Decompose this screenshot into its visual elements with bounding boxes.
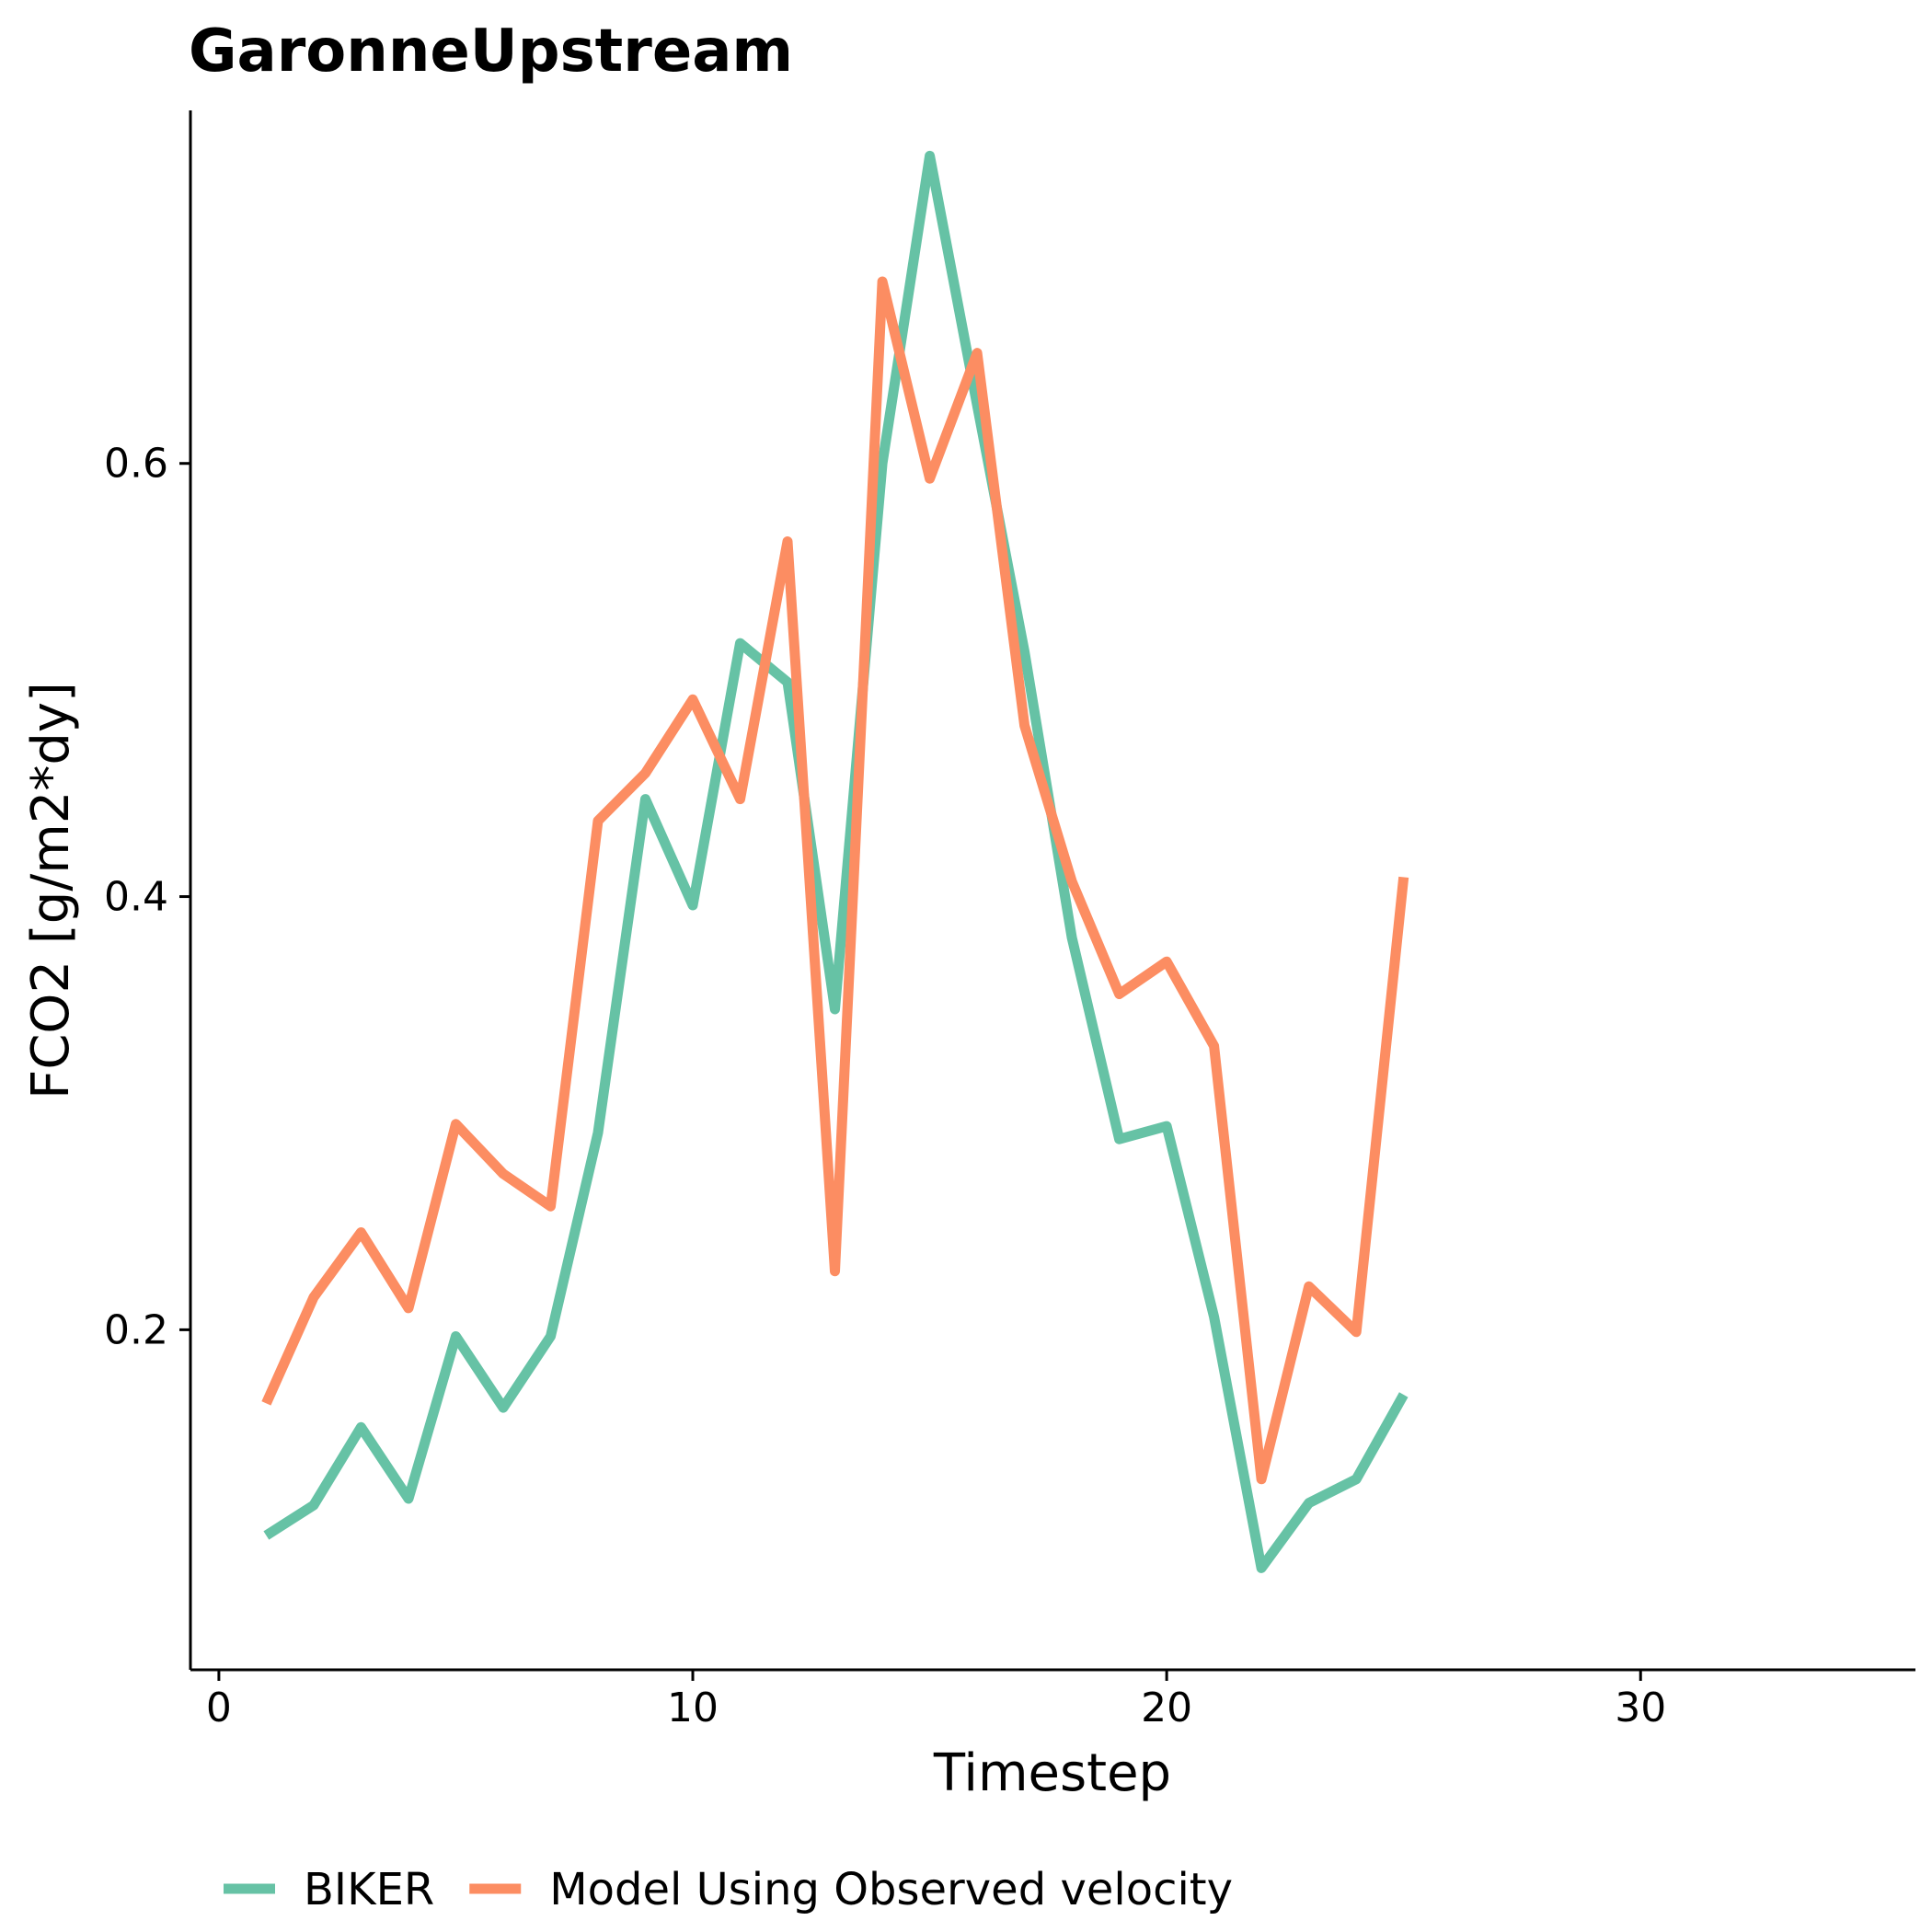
y-ticks: 0.2 0.4 0.6	[104, 441, 190, 1353]
y-axis-label: FCO2 [g/m2*dy]	[21, 682, 81, 1099]
series-layer	[261, 150, 1409, 1573]
y-tick-label: 0.4	[104, 874, 168, 921]
legend: BIKER Model Using Observed velocity	[224, 1864, 1233, 1915]
x-ticks: 0 10 20 30	[206, 1670, 1666, 1731]
legend-label-1: BIKER	[304, 1864, 434, 1915]
x-tick-label: 20	[1141, 1685, 1192, 1731]
x-tick-label: 0	[206, 1685, 232, 1731]
series-line-2	[261, 276, 1409, 1485]
plot-area: 0 10 20 30 0.2 0.4 0.6	[104, 110, 1915, 1731]
x-axis-label: Timestep	[933, 1743, 1171, 1803]
y-tick-label: 0.2	[104, 1306, 168, 1353]
series-line-1	[263, 150, 1409, 1573]
legend-label-2: Model Using Observed velocity	[549, 1864, 1233, 1915]
x-tick-label: 30	[1615, 1685, 1666, 1731]
y-tick-label: 0.6	[104, 441, 168, 488]
chart-title: GaronneUpstream	[189, 17, 793, 86]
x-tick-label: 10	[667, 1685, 719, 1731]
